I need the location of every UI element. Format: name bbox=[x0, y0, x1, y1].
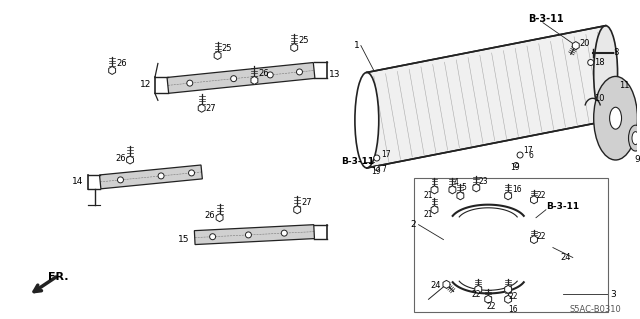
Circle shape bbox=[374, 155, 380, 161]
Polygon shape bbox=[198, 104, 205, 112]
Text: 7: 7 bbox=[382, 166, 387, 174]
Circle shape bbox=[296, 69, 303, 75]
Polygon shape bbox=[99, 165, 202, 189]
Text: 18: 18 bbox=[594, 58, 604, 67]
Text: 22: 22 bbox=[508, 292, 518, 301]
Polygon shape bbox=[473, 184, 480, 192]
Circle shape bbox=[374, 166, 380, 170]
Ellipse shape bbox=[628, 125, 640, 151]
Circle shape bbox=[281, 230, 287, 236]
Polygon shape bbox=[431, 206, 438, 214]
Polygon shape bbox=[457, 192, 464, 200]
Text: FR.: FR. bbox=[49, 272, 69, 282]
Text: 9: 9 bbox=[634, 155, 640, 165]
Text: 25: 25 bbox=[298, 36, 308, 45]
Text: 15: 15 bbox=[178, 235, 189, 244]
Circle shape bbox=[517, 152, 523, 158]
Circle shape bbox=[513, 162, 518, 167]
Text: 22: 22 bbox=[486, 302, 496, 311]
Text: 1: 1 bbox=[354, 41, 360, 50]
Text: 26: 26 bbox=[116, 59, 127, 68]
Text: 10: 10 bbox=[594, 94, 604, 103]
Text: 13: 13 bbox=[329, 70, 340, 79]
Polygon shape bbox=[294, 206, 301, 214]
Ellipse shape bbox=[355, 72, 379, 168]
Text: 3: 3 bbox=[611, 290, 616, 299]
Polygon shape bbox=[531, 236, 538, 244]
Polygon shape bbox=[572, 41, 579, 49]
Text: 21: 21 bbox=[424, 210, 433, 219]
Text: 5: 5 bbox=[461, 183, 466, 192]
Polygon shape bbox=[505, 286, 511, 293]
Text: 22: 22 bbox=[537, 232, 547, 241]
Circle shape bbox=[588, 60, 594, 65]
Circle shape bbox=[189, 170, 195, 176]
Polygon shape bbox=[443, 280, 450, 288]
Ellipse shape bbox=[594, 26, 618, 121]
Polygon shape bbox=[449, 186, 456, 194]
Ellipse shape bbox=[594, 77, 637, 160]
Polygon shape bbox=[505, 192, 511, 200]
Text: 22: 22 bbox=[471, 290, 481, 299]
Text: 24: 24 bbox=[431, 281, 441, 290]
Text: 2: 2 bbox=[411, 220, 416, 229]
Polygon shape bbox=[109, 66, 116, 74]
Polygon shape bbox=[484, 295, 492, 303]
Circle shape bbox=[118, 177, 124, 183]
Text: B-3-11: B-3-11 bbox=[546, 202, 579, 211]
Circle shape bbox=[187, 80, 193, 86]
Text: 21: 21 bbox=[424, 191, 433, 200]
Text: 11: 11 bbox=[620, 81, 630, 90]
Text: 23: 23 bbox=[478, 177, 488, 186]
Polygon shape bbox=[505, 295, 511, 303]
Text: 26: 26 bbox=[115, 153, 125, 162]
Polygon shape bbox=[431, 186, 438, 194]
Polygon shape bbox=[531, 196, 538, 204]
Circle shape bbox=[230, 76, 237, 82]
Text: 16: 16 bbox=[512, 185, 522, 194]
Circle shape bbox=[210, 234, 216, 240]
Text: B-3-11: B-3-11 bbox=[528, 14, 564, 24]
Polygon shape bbox=[367, 26, 605, 168]
Bar bbox=[413, 178, 607, 312]
Text: 19: 19 bbox=[371, 167, 380, 176]
Polygon shape bbox=[291, 44, 298, 52]
Text: 4: 4 bbox=[453, 178, 458, 187]
Polygon shape bbox=[127, 156, 134, 164]
Text: 12: 12 bbox=[140, 80, 152, 89]
Circle shape bbox=[158, 173, 164, 179]
Polygon shape bbox=[195, 225, 314, 245]
Text: B-3-11: B-3-11 bbox=[341, 158, 374, 167]
Ellipse shape bbox=[632, 132, 639, 145]
Text: 6: 6 bbox=[528, 151, 533, 160]
Polygon shape bbox=[216, 214, 223, 222]
Text: 8: 8 bbox=[614, 48, 619, 57]
Circle shape bbox=[268, 72, 273, 78]
Text: 26: 26 bbox=[205, 211, 215, 220]
Polygon shape bbox=[251, 77, 258, 85]
Text: 16: 16 bbox=[508, 305, 518, 314]
Ellipse shape bbox=[610, 107, 621, 129]
Text: 17: 17 bbox=[381, 150, 390, 159]
Text: 22: 22 bbox=[537, 191, 547, 200]
Text: 14: 14 bbox=[72, 177, 84, 186]
Text: 27: 27 bbox=[301, 198, 312, 207]
Text: 25: 25 bbox=[221, 44, 232, 53]
Text: 24: 24 bbox=[561, 253, 572, 262]
Text: S5AC-B0310: S5AC-B0310 bbox=[570, 305, 621, 314]
Polygon shape bbox=[167, 63, 315, 93]
Circle shape bbox=[246, 232, 252, 238]
Text: 17: 17 bbox=[523, 145, 532, 154]
Polygon shape bbox=[475, 286, 482, 293]
Text: 26: 26 bbox=[259, 69, 269, 78]
Text: 20: 20 bbox=[580, 39, 590, 48]
Text: 27: 27 bbox=[205, 104, 216, 113]
Text: 19: 19 bbox=[510, 163, 520, 173]
Polygon shape bbox=[214, 52, 221, 60]
